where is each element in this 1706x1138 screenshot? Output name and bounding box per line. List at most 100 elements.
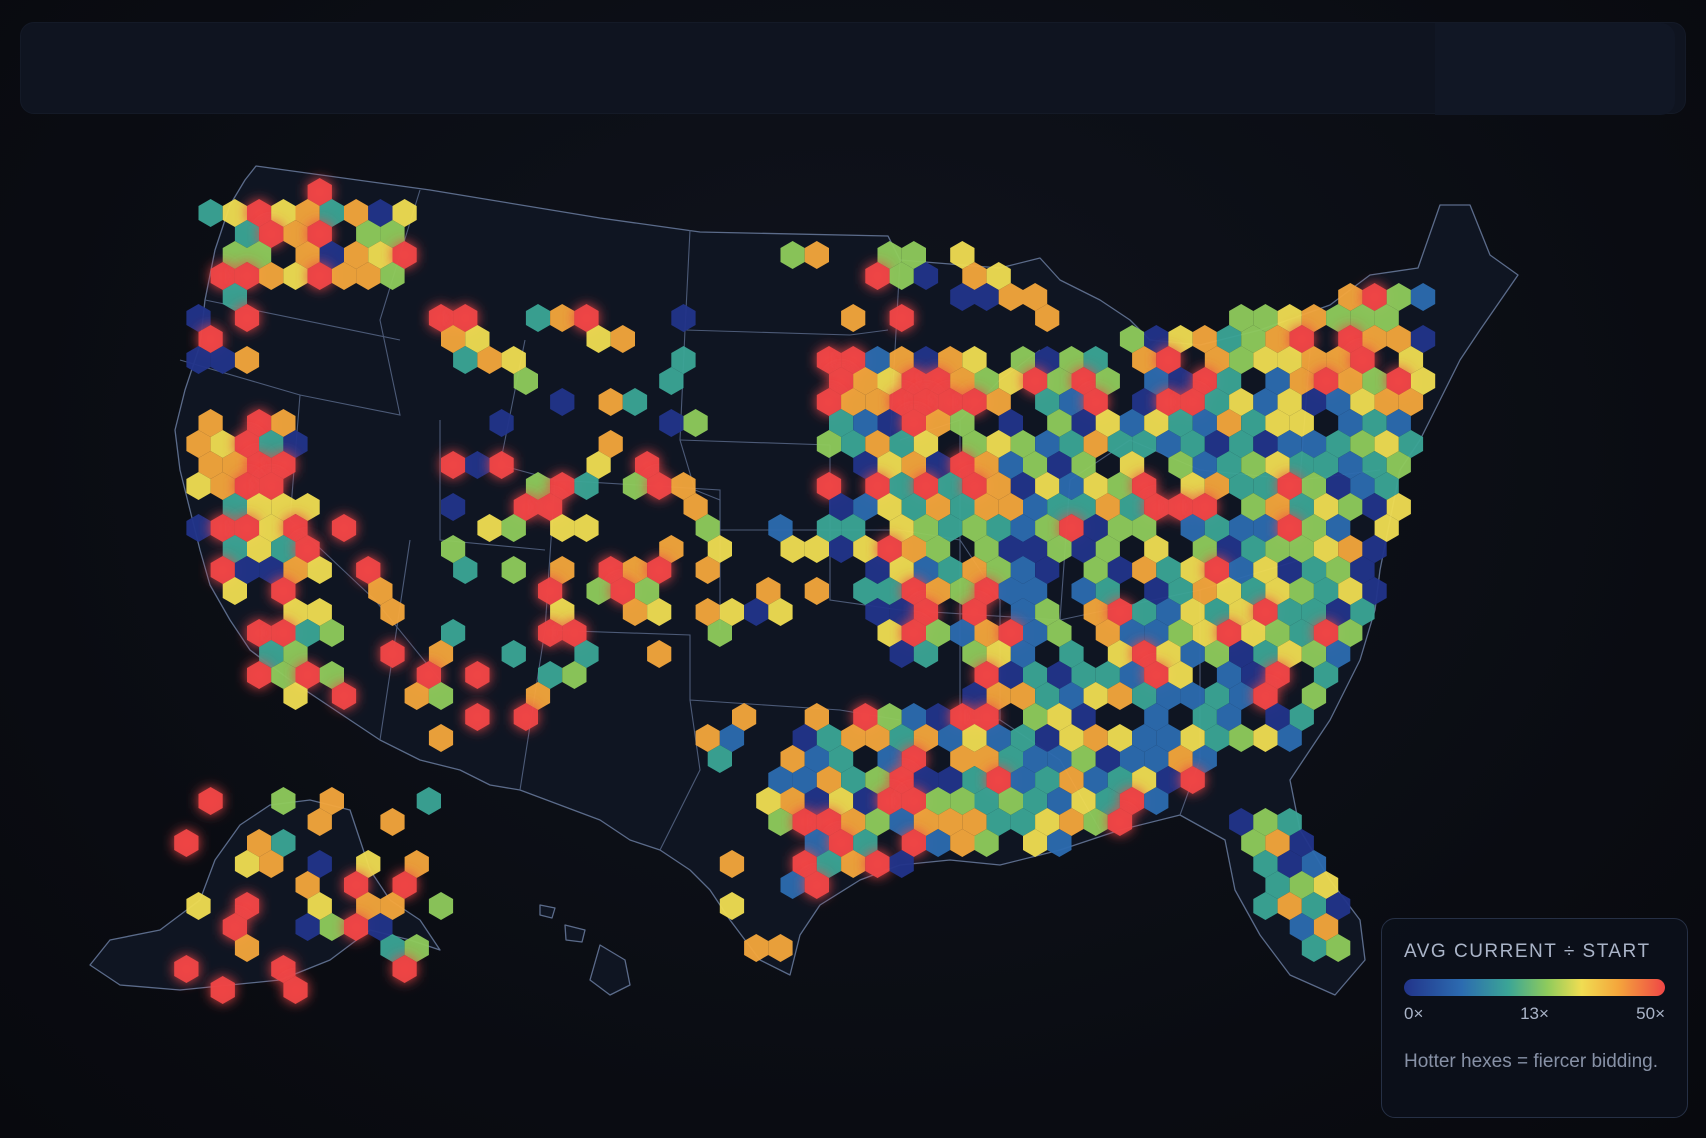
hex-bin[interactable]	[562, 619, 587, 647]
hex-bin[interactable]	[1398, 388, 1424, 416]
hex-bin[interactable]	[1326, 346, 1351, 374]
hex-bin[interactable]	[804, 829, 829, 857]
hex-bin[interactable]	[344, 199, 369, 227]
hex-bin[interactable]	[234, 304, 260, 332]
hex-bin[interactable]	[1313, 619, 1339, 647]
hex-bin[interactable]	[1398, 346, 1424, 374]
hex-bin[interactable]	[865, 850, 890, 878]
hex-bin[interactable]	[756, 787, 781, 815]
hex-bin[interactable]	[1338, 451, 1363, 479]
hex-bin[interactable]	[380, 220, 405, 248]
hex-bin[interactable]	[889, 388, 914, 416]
hex-bin[interactable]	[441, 619, 466, 647]
hex-bin[interactable]	[1083, 724, 1108, 752]
hex-bin[interactable]	[1132, 556, 1157, 584]
hex-bin[interactable]	[1083, 598, 1108, 626]
hex-bin[interactable]	[1180, 766, 1205, 794]
hex-bin[interactable]	[877, 451, 902, 479]
hex-bin[interactable]	[1059, 472, 1084, 500]
hex-bin[interactable]	[1035, 808, 1060, 836]
hex-bin[interactable]	[222, 241, 247, 269]
hex-bin[interactable]	[998, 409, 1023, 437]
hex-bin[interactable]	[513, 493, 538, 521]
hex-bin[interactable]	[816, 514, 842, 542]
hex-bin[interactable]	[222, 283, 247, 311]
hex-bin[interactable]	[1192, 577, 1217, 605]
hex-bin[interactable]	[441, 535, 466, 563]
hex-bin[interactable]	[1023, 535, 1048, 563]
hex-bin[interactable]	[1374, 514, 1399, 542]
hex-bin[interactable]	[1095, 409, 1120, 437]
hex-bin[interactable]	[1156, 724, 1181, 752]
hex-bin[interactable]	[865, 724, 890, 752]
hex-bin[interactable]	[1253, 640, 1278, 668]
hex-bin[interactable]	[331, 262, 357, 290]
hex-bin[interactable]	[877, 703, 902, 731]
hex-bin[interactable]	[428, 640, 454, 668]
hex-bin[interactable]	[319, 241, 344, 269]
hex-bin[interactable]	[331, 514, 357, 542]
hex-bin[interactable]	[1338, 325, 1363, 353]
hex-bin[interactable]	[901, 367, 926, 395]
hex-bin[interactable]	[1047, 829, 1072, 857]
hex-bin[interactable]	[428, 892, 454, 920]
hex-bin[interactable]	[1301, 346, 1327, 374]
hex-bin[interactable]	[853, 367, 878, 395]
hex-bin[interactable]	[974, 367, 999, 395]
hex-bin[interactable]	[962, 472, 987, 500]
hex-bin[interactable]	[1289, 829, 1314, 857]
hex-bin[interactable]	[1023, 745, 1048, 773]
hex-bin[interactable]	[222, 451, 247, 479]
hex-bin[interactable]	[319, 199, 344, 227]
hex-bin[interactable]	[816, 388, 842, 416]
hex-bin[interactable]	[1313, 661, 1339, 689]
hex-bin[interactable]	[1132, 766, 1157, 794]
hex-bin[interactable]	[380, 598, 405, 626]
hex-bin[interactable]	[356, 892, 381, 920]
hex-bin[interactable]	[441, 451, 466, 479]
hex-bin[interactable]	[1071, 787, 1096, 815]
hex-bin[interactable]	[1107, 808, 1133, 836]
hex-bin[interactable]	[877, 787, 902, 815]
hex-bin[interactable]	[768, 598, 793, 626]
hex-bin[interactable]	[1035, 346, 1060, 374]
hex-bin[interactable]	[816, 346, 842, 374]
hex-bin[interactable]	[283, 640, 308, 668]
hex-bin[interactable]	[380, 892, 405, 920]
hex-bin[interactable]	[1229, 346, 1254, 374]
hex-bin[interactable]	[1386, 367, 1411, 395]
hex-bin[interactable]	[719, 850, 745, 878]
hex-bin[interactable]	[816, 766, 842, 794]
hex-bin[interactable]	[1265, 367, 1290, 395]
hex-bin[interactable]	[1192, 493, 1217, 521]
hex-bin[interactable]	[222, 199, 247, 227]
hex-bin[interactable]	[1277, 472, 1302, 500]
hex-bin[interactable]	[913, 472, 939, 500]
hex-bin[interactable]	[901, 535, 926, 563]
hex-bin[interactable]	[853, 535, 878, 563]
hex-bin[interactable]	[1192, 367, 1217, 395]
hex-bin[interactable]	[210, 262, 235, 290]
hex-bin[interactable]	[950, 367, 975, 395]
hex-bin[interactable]	[647, 556, 672, 584]
hex-bin[interactable]	[1265, 703, 1290, 731]
hex-bin[interactable]	[950, 241, 975, 269]
hex-bin[interactable]	[1289, 451, 1314, 479]
hex-bin[interactable]	[1338, 283, 1363, 311]
hex-bin[interactable]	[1107, 556, 1133, 584]
hex-bin[interactable]	[1362, 577, 1387, 605]
hex-bin[interactable]	[950, 703, 975, 731]
hex-bin[interactable]	[1035, 388, 1060, 416]
hex-bin[interactable]	[974, 829, 999, 857]
hex-bin[interactable]	[962, 808, 987, 836]
hex-bin[interactable]	[174, 829, 199, 857]
hex-bin[interactable]	[792, 808, 817, 836]
hex-bin[interactable]	[1010, 640, 1036, 668]
hex-bin[interactable]	[998, 535, 1023, 563]
hex-bin[interactable]	[1289, 493, 1314, 521]
hex-bin[interactable]	[889, 346, 914, 374]
hex-bin[interactable]	[962, 766, 987, 794]
hex-bin[interactable]	[441, 493, 466, 521]
hex-bin[interactable]	[707, 535, 732, 563]
hex-bin[interactable]	[380, 640, 405, 668]
